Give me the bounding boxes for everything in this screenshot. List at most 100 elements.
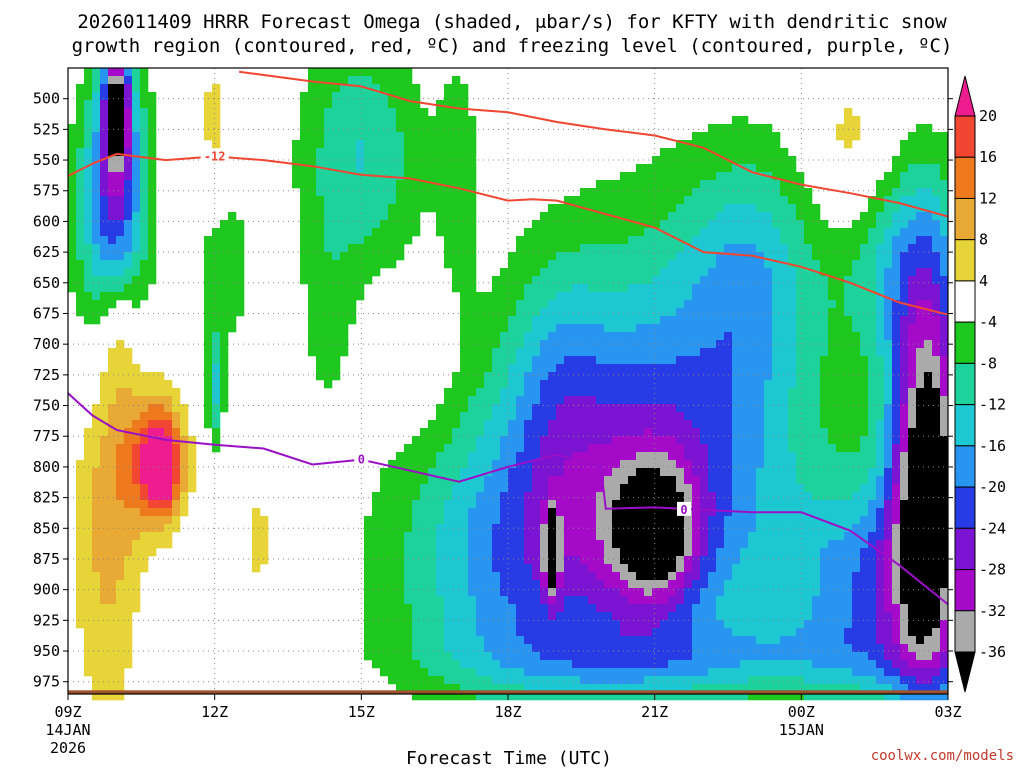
omega-cell <box>940 276 949 285</box>
omega-cell <box>772 396 781 405</box>
omega-cell <box>124 452 133 461</box>
omega-cell <box>932 484 941 493</box>
omega-cell <box>548 324 557 333</box>
omega-cell <box>612 396 621 405</box>
omega-cell <box>508 556 517 565</box>
omega-cell <box>580 316 589 325</box>
omega-cell <box>924 164 933 173</box>
omega-cell <box>156 540 165 549</box>
omega-cell <box>116 356 125 365</box>
omega-cell <box>508 476 517 485</box>
omega-cell <box>308 348 317 357</box>
omega-cell <box>828 404 837 413</box>
omega-cell <box>84 212 93 221</box>
omega-cell <box>364 516 373 525</box>
omega-cell <box>580 236 589 245</box>
omega-cell <box>452 252 461 261</box>
omega-cell <box>508 356 517 365</box>
omega-cell <box>804 252 813 261</box>
omega-cell <box>604 420 613 429</box>
omega-cell <box>908 516 917 525</box>
omega-cell <box>484 380 493 389</box>
omega-cell <box>468 412 477 421</box>
omega-cell <box>612 500 621 509</box>
omega-cell <box>924 300 933 309</box>
omega-cell <box>932 268 941 277</box>
omega-cell <box>316 228 325 237</box>
omega-cell <box>76 244 85 253</box>
omega-cell <box>76 532 85 541</box>
omega-cell <box>220 308 229 317</box>
omega-cell <box>620 516 629 525</box>
omega-cell <box>940 468 949 477</box>
omega-cell <box>660 332 669 341</box>
omega-cell <box>796 540 805 549</box>
omega-cell <box>932 316 941 325</box>
omega-cell <box>364 124 373 133</box>
omega-cell <box>700 244 709 253</box>
omega-cell <box>860 244 869 253</box>
omega-cell <box>884 452 893 461</box>
omega-cell <box>116 188 125 197</box>
omega-cell <box>732 476 741 485</box>
omega-cell <box>740 412 749 421</box>
omega-cell <box>740 388 749 397</box>
omega-cell <box>380 492 389 501</box>
omega-cell <box>412 444 421 453</box>
omega-cell <box>900 412 909 421</box>
omega-cell <box>324 356 333 365</box>
omega-cell <box>452 556 461 565</box>
omega-cell <box>780 156 789 165</box>
omega-cell <box>92 308 101 317</box>
omega-cell <box>604 204 613 213</box>
omega-cell <box>796 596 805 605</box>
omega-cell <box>388 572 397 581</box>
omega-cell <box>732 452 741 461</box>
omega-cell <box>844 268 853 277</box>
omega-cell <box>500 292 509 301</box>
omega-cell <box>604 460 613 469</box>
omega-cell <box>700 236 709 245</box>
omega-cell <box>308 100 317 109</box>
omega-cell <box>796 268 805 277</box>
omega-cell <box>892 444 901 453</box>
omega-cell <box>764 388 773 397</box>
omega-cell <box>532 348 541 357</box>
omega-cell <box>828 332 837 341</box>
omega-cell <box>100 564 109 573</box>
omega-cell <box>740 548 749 557</box>
omega-cell <box>580 548 589 557</box>
omega-cell <box>828 308 837 317</box>
omega-cell <box>252 508 261 517</box>
omega-cell <box>548 508 557 517</box>
omega-cell <box>660 604 669 613</box>
omega-cell <box>868 532 877 541</box>
omega-cell <box>660 252 669 261</box>
omega-cell <box>340 348 349 357</box>
omega-cell <box>932 604 941 613</box>
omega-cell <box>460 324 469 333</box>
omega-cell <box>476 524 485 533</box>
omega-cell <box>308 324 317 333</box>
omega-cell <box>460 604 469 613</box>
omega-cell <box>836 588 845 597</box>
omega-cell <box>604 220 613 229</box>
omega-cell <box>740 500 749 509</box>
omega-cell <box>716 132 725 141</box>
omega-cell <box>316 356 325 365</box>
omega-cell <box>716 428 725 437</box>
omega-cell <box>412 516 421 525</box>
omega-cell <box>340 68 349 77</box>
omega-cell <box>836 596 845 605</box>
omega-cell <box>492 564 501 573</box>
omega-cell <box>452 228 461 237</box>
omega-cell <box>860 380 869 389</box>
omega-cell <box>764 548 773 557</box>
omega-cell <box>620 564 629 573</box>
omega-cell <box>564 388 573 397</box>
omega-cell <box>700 396 709 405</box>
omega-cell <box>556 372 565 381</box>
omega-cell <box>572 372 581 381</box>
omega-cell <box>372 572 381 581</box>
omega-cell <box>892 356 901 365</box>
